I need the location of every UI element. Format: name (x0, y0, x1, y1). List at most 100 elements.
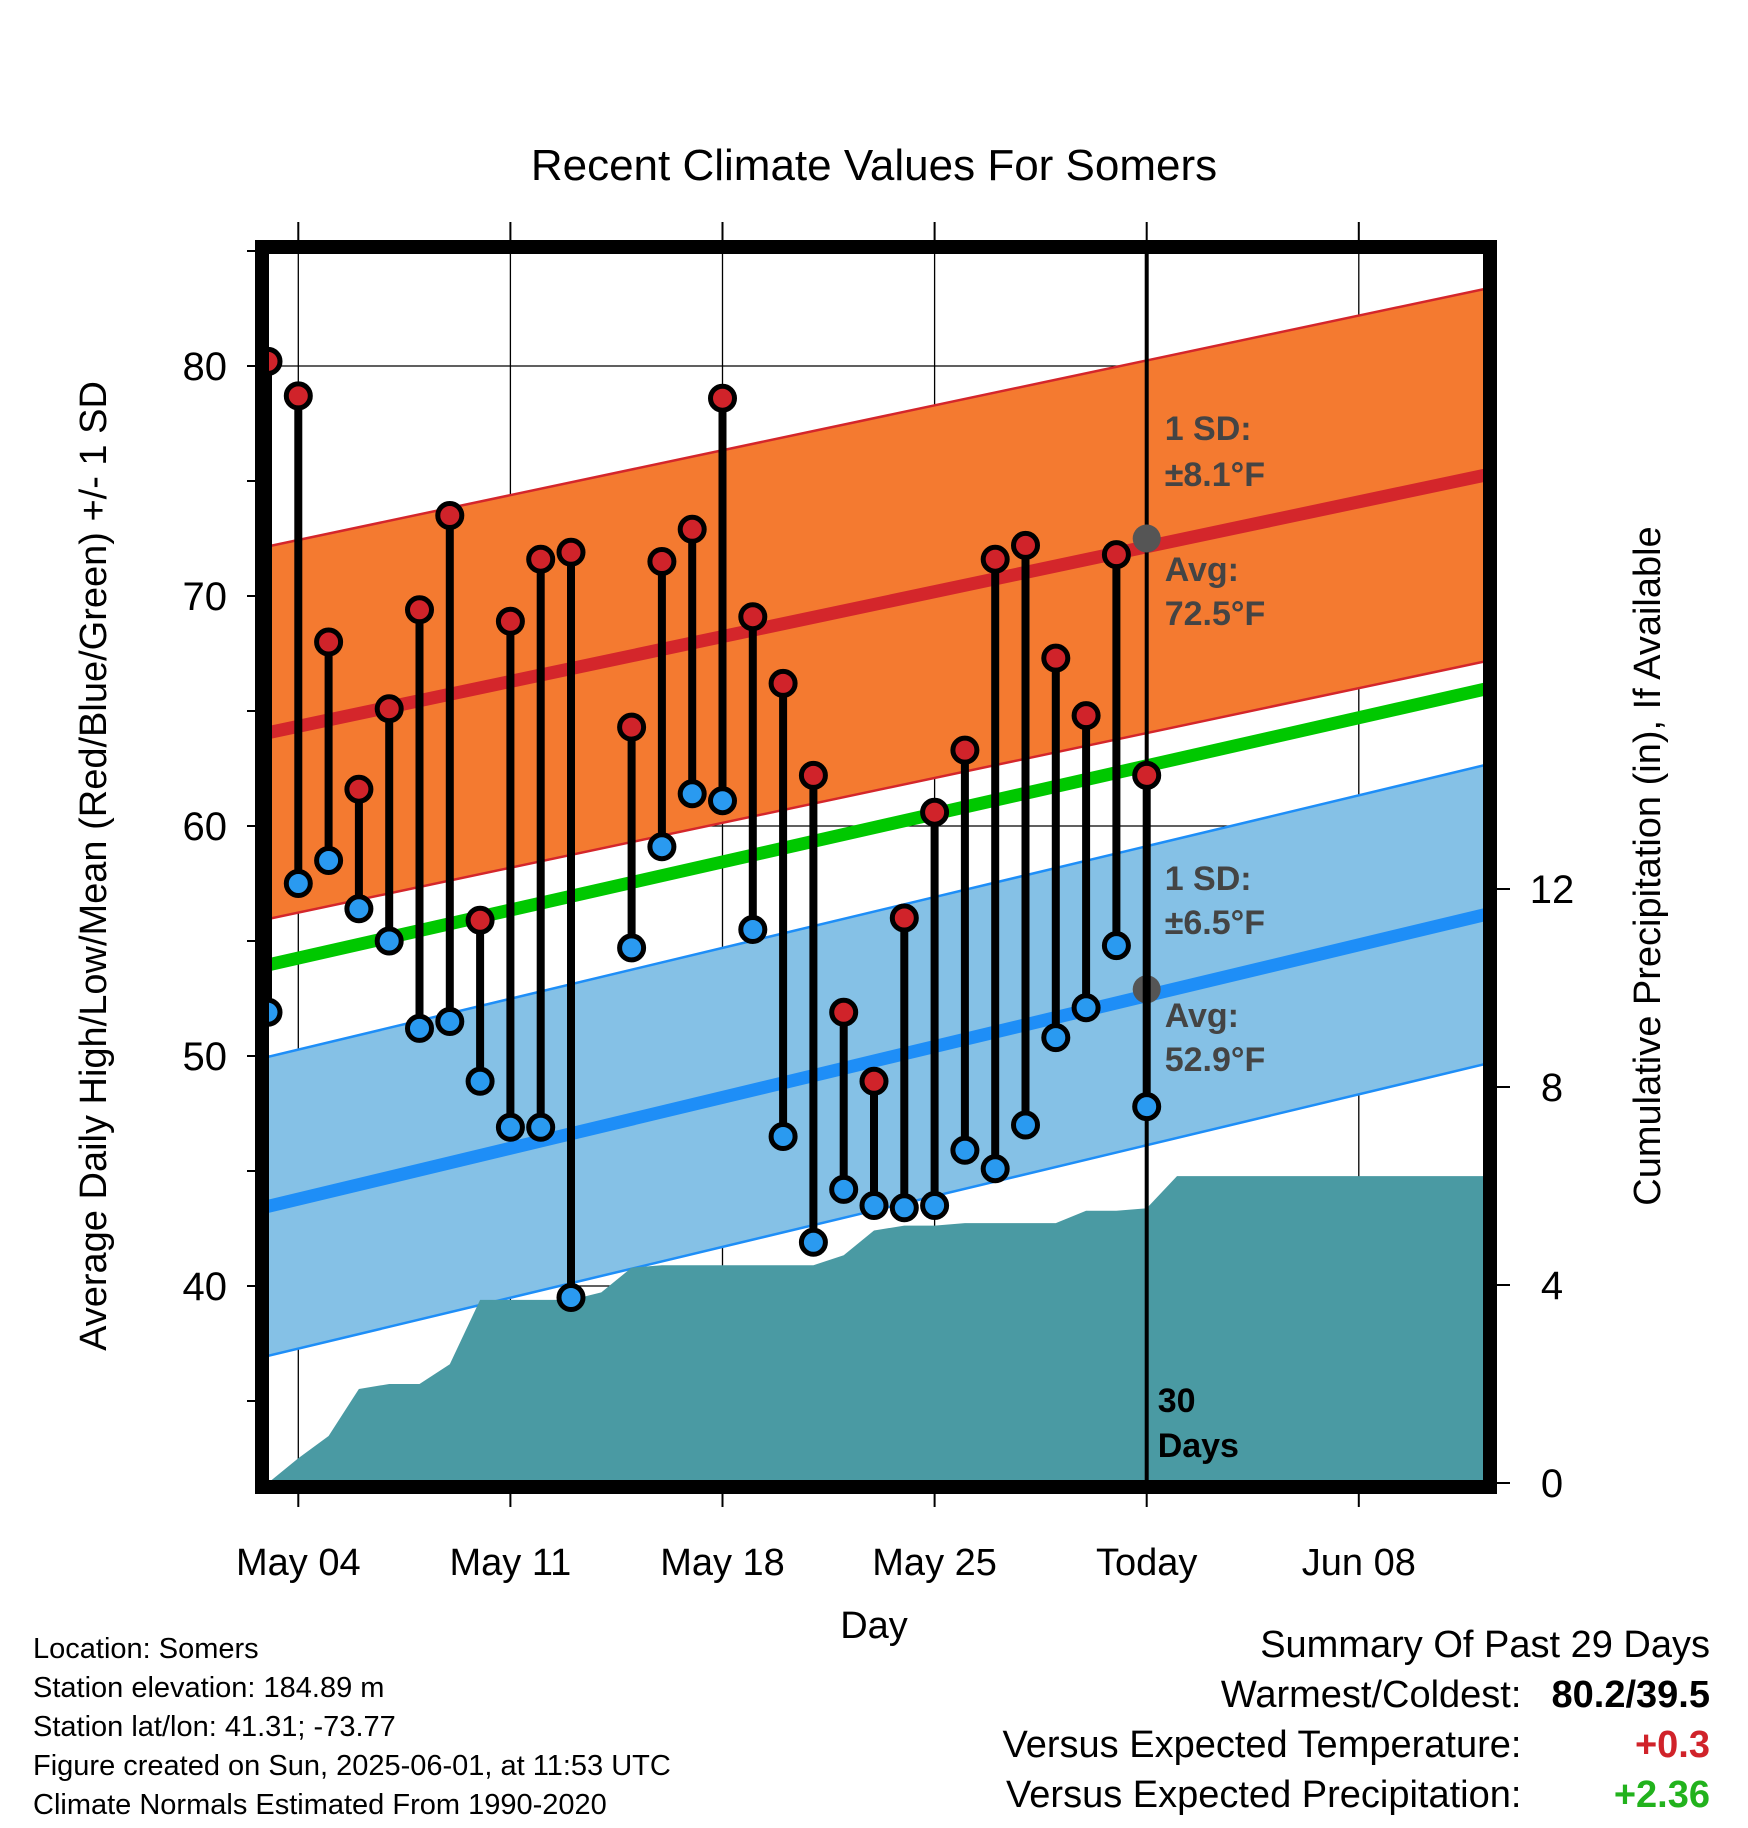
daily-high-dot-20 (859, 1066, 889, 1096)
daily-high-dot-17 (768, 668, 798, 698)
daily-high-dot-15 (708, 383, 737, 413)
daily-high-dot-27 (1071, 701, 1101, 731)
low-sd-label: 1 SD: (1165, 860, 1252, 898)
station-info: Location: Somers Station elevation: 184.… (33, 1630, 671, 1825)
daily-low-dot-25 (1011, 1110, 1040, 1140)
daily-high-dot-25 (1011, 530, 1040, 560)
daily-low-dot-27 (1071, 993, 1101, 1023)
x-tick-label-3: May 25 (872, 1542, 997, 1584)
daily-low-dot-21 (889, 1193, 919, 1223)
daily-high-dot-24 (980, 544, 1010, 574)
daily-high-dot-8 (495, 606, 525, 636)
daily-high-dot-5 (405, 595, 434, 625)
y2-tick-label-0: 0 (1541, 1462, 1563, 1506)
daily-low-dot-14 (677, 779, 707, 809)
low-avg-label: Avg: (1165, 997, 1239, 1035)
daily-low-dot-17 (768, 1122, 798, 1151)
temp-label: Versus Expected Temperature: (1002, 1724, 1522, 1766)
y-tick-label-50: 50 (183, 1035, 228, 1079)
daily-high-dot-13 (647, 547, 677, 576)
y-tick-label-80: 80 (183, 345, 228, 389)
warm-value: 80.2/39.5 (1551, 1674, 1710, 1716)
daily-low-dot-18 (798, 1227, 828, 1257)
daily-low-dot-7 (465, 1066, 495, 1096)
y2-tick-label-4: 4 (1541, 1264, 1563, 1308)
daily-high-dot-23 (950, 735, 980, 765)
high-avg-value: 72.5°F (1165, 595, 1266, 633)
y-tick-label-40: 40 (183, 1265, 228, 1309)
daily-low-dot-13 (647, 832, 677, 862)
normal-high-line (262, 467, 1490, 741)
y2-axis-label: Cumulative Precipitation (in), If Availa… (1627, 526, 1669, 1205)
precip-value: +2.36 (1613, 1774, 1710, 1816)
location-text: Location: Somers (33, 1633, 259, 1665)
low-sd-band-upper (262, 762, 1490, 1060)
chart-title: Recent Climate Values For Somers (531, 141, 1217, 190)
x-axis-label: Day (840, 1605, 908, 1647)
daily-low-dot-5 (405, 1013, 434, 1043)
y2-tick-label-12: 12 (1530, 868, 1575, 912)
daily-high-dot-16 (738, 602, 768, 632)
summary-panel: Summary Of Past 29 Days Warmest/Coldest:… (1003, 1620, 1710, 1820)
y2-tick-label-8: 8 (1541, 1066, 1563, 1110)
daily-high-dot-19 (829, 997, 859, 1027)
normals-text: Climate Normals Estimated From 1990-2020 (33, 1789, 607, 1821)
x-tick-label-0: May 04 (236, 1542, 361, 1584)
days-word: Days (1158, 1427, 1239, 1465)
daily-low-dot-23 (950, 1135, 980, 1165)
daily-low-dot-16 (738, 915, 768, 944)
daily-low-dot-28 (1101, 931, 1131, 961)
daily-low-dot-15 (708, 786, 737, 816)
daily-low-dot-1 (283, 869, 313, 898)
daily-low-dot-22 (920, 1191, 950, 1220)
daily-high-dot-21 (889, 903, 919, 933)
daily-low-dot-2 (314, 846, 344, 875)
daily-high-dot-10 (556, 537, 586, 567)
temp-value: +0.3 (1634, 1724, 1710, 1766)
high-sd-label: 1 SD: (1165, 410, 1252, 448)
latlon-text: Station lat/lon: 41.31; -73.77 (33, 1711, 396, 1743)
daily-low-dot-24 (980, 1154, 1010, 1184)
daily-low-dot-19 (829, 1174, 859, 1204)
daily-low-dot-10 (556, 1283, 586, 1312)
daily-low-dot-26 (1041, 1023, 1071, 1053)
daily-low-dot-3 (344, 894, 374, 924)
low-sd-value: ±6.5°F (1165, 904, 1265, 942)
daily-high-dot-4 (374, 694, 404, 724)
x-tick-label-1: May 11 (450, 1542, 572, 1584)
daily-low-dot-8 (495, 1112, 525, 1142)
daily-low-dot-12 (617, 933, 647, 963)
daily-high-dot-2 (314, 627, 344, 657)
daily-high-dot-29 (1132, 760, 1162, 790)
high-sd-value: ±8.1°F (1165, 456, 1265, 494)
summary-title: Summary Of Past 29 Days (1260, 1624, 1710, 1666)
daily-low-dot-9 (526, 1112, 556, 1142)
daily-high-dot-18 (798, 760, 828, 790)
daily-high-dot-12 (617, 712, 647, 742)
x-tick-label-2: May 18 (660, 1542, 785, 1584)
normal-low-line (262, 907, 1490, 1215)
plot-clip-group: 1 SD: ±8.1°F Avg: 72.5°F 1 SD: ±6.5°F Avg: 52.9… (262, 247, 1490, 1487)
daily-high-dot-14 (677, 514, 707, 544)
daily-low-dot-4 (374, 926, 404, 956)
daily-high-dot-7 (465, 905, 495, 935)
y-tick-label-70: 70 (183, 575, 228, 619)
daily-high-dot-26 (1041, 643, 1071, 673)
daily-low-dot-6 (435, 1007, 465, 1036)
daily-low-dot-29 (1132, 1092, 1162, 1122)
daily-high-dot-1 (283, 381, 313, 411)
x-tick-label-4: Today (1096, 1542, 1197, 1584)
daily-low-dot-20 (859, 1191, 889, 1220)
precip-label: Versus Expected Precipitation: (1006, 1774, 1522, 1816)
plot-area: 1 SD: ±8.1°F Avg: 72.5°F 1 SD: ±6.5°F Avg: 52.9… (73, 222, 1669, 1647)
warm-label: Warmest/Coldest: (1220, 1674, 1522, 1716)
today-high-avg-dot (1132, 524, 1161, 553)
elevation-text: Station elevation: 184.89 m (33, 1672, 385, 1704)
high-sd-band-upper (262, 286, 1490, 549)
days-count: 30 (1158, 1382, 1196, 1420)
daily-high-dot-6 (435, 501, 465, 530)
daily-high-dot-9 (526, 544, 556, 574)
x-tick-label-5: Jun 08 (1302, 1542, 1416, 1584)
daily-high-dot-3 (344, 774, 374, 804)
